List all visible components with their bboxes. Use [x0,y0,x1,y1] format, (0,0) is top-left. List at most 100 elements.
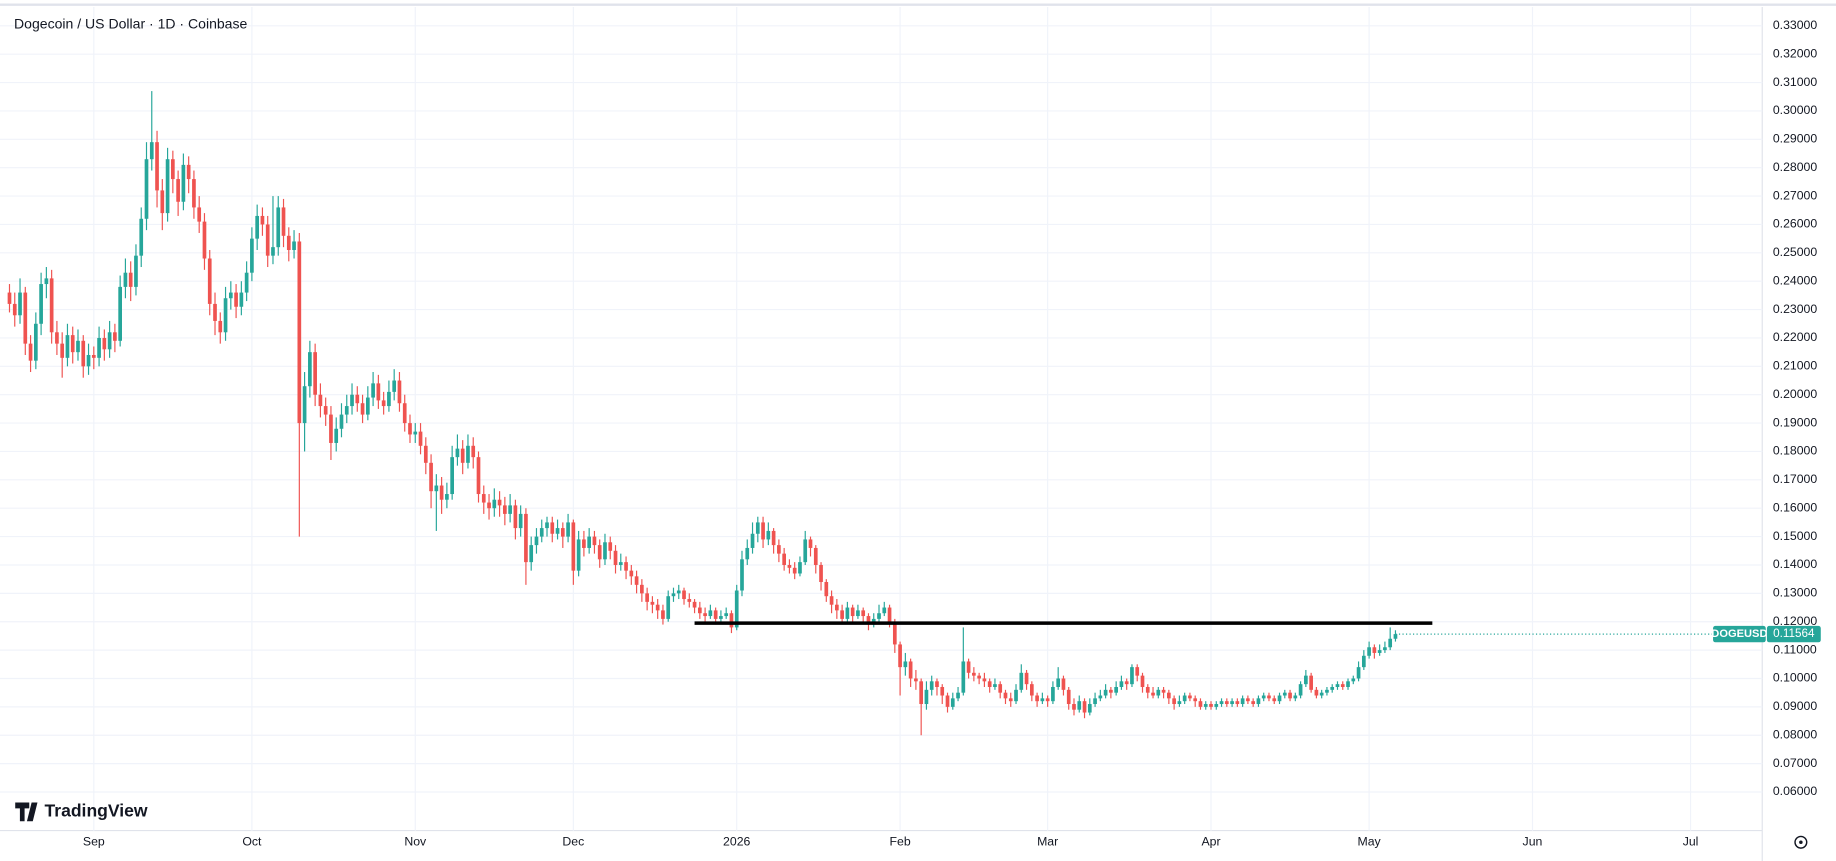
candle-body [1383,647,1387,651]
candle-body [1193,698,1198,702]
candle-body [582,539,586,548]
y-tick-label: 0.20000 [1773,387,1818,401]
candle-body [545,522,549,529]
x-tick-label: 2026 [723,835,750,849]
candle-body [128,272,133,287]
candle-body [18,292,22,316]
candle-body [313,352,317,395]
candle-body [1093,698,1097,705]
candle-body [76,340,80,353]
candle-body [982,678,987,682]
candle-body [740,559,744,591]
candle-body [518,513,523,529]
candle-body [566,522,570,537]
settings-icon[interactable] [1794,835,1808,849]
candle-body [308,352,312,387]
candle-body [924,689,929,705]
candle-body [1235,701,1240,705]
candle-body [1351,678,1356,682]
candle-body [371,383,375,398]
candle-body [508,505,512,514]
candle-body [1377,650,1382,653]
candle-body [919,681,924,705]
candle-body [750,533,755,548]
candle-body [176,179,180,202]
candle-body [503,505,507,514]
candle-body [1240,698,1245,705]
candle-body [155,142,159,191]
candle-body [829,596,834,605]
candle-body [956,692,960,699]
candle-body [207,258,212,304]
candle-body [244,272,249,293]
candle-body [671,593,676,597]
candle-body [603,542,607,560]
y-tick-label: 0.27000 [1773,188,1818,202]
price-tag-text: 0.11564 [1773,627,1815,640]
settings-ring[interactable] [1794,835,1808,849]
candle-body [218,320,223,333]
candle-body [55,332,59,344]
candle-body [640,584,644,594]
chart-title: Dogecoin / US Dollar · 1D · Coinbase [14,15,247,31]
candle-body [1077,701,1082,710]
candle-body [418,431,423,446]
grid [0,7,1763,831]
y-tick-label: 0.08000 [1773,727,1818,741]
candle-body [397,380,402,404]
candle-body [1051,686,1055,702]
x-tick-label: Jul [1683,835,1699,849]
candle-body [840,610,844,619]
candle-body [1029,684,1034,696]
candle-body [1304,675,1308,685]
candle-body [1330,686,1335,690]
candle-body [993,684,997,687]
candle-body [803,539,808,563]
candle-body [123,272,128,287]
candle-body [1309,675,1313,690]
settings-center[interactable] [1799,840,1803,845]
candle-body [529,545,534,563]
candle-body [1040,698,1045,702]
candle-body [877,613,881,619]
candle-body [1188,695,1192,699]
candle-body [666,596,671,619]
candle-body [692,601,697,608]
candle-body [1156,689,1161,696]
candle-body [1224,701,1229,705]
candle-body [1145,686,1150,693]
candle-body [703,613,707,617]
candle-body [286,235,291,250]
candle-body [724,613,729,617]
candle-body [861,610,866,617]
y-tick-label: 0.13000 [1773,586,1818,600]
candle-body [392,380,397,392]
candle-body [86,354,91,367]
candle-body [1140,675,1145,687]
candle-body [12,303,17,316]
candle-body [966,661,971,673]
candle-body [460,448,465,463]
candle-body [819,564,823,583]
candle-body [592,536,597,546]
candle-body [1293,695,1298,699]
y-tick-label: 0.26000 [1773,217,1818,231]
candle-body [1372,647,1377,653]
candle-body [534,536,539,546]
candle-body [186,164,191,180]
candle-body [1003,692,1008,699]
candle-body [387,391,391,407]
candle-body [44,278,49,285]
candle-body [892,621,897,645]
candle-body [213,303,217,321]
y-tick-label: 0.21000 [1773,359,1818,373]
candle-body [39,284,43,324]
candle-body [360,403,365,415]
candle-body [576,539,581,571]
candle-body [1072,704,1076,710]
x-tick-label: Nov [404,835,427,849]
candle-body [107,332,112,350]
candle-body [813,547,818,565]
candle-body [276,207,281,248]
